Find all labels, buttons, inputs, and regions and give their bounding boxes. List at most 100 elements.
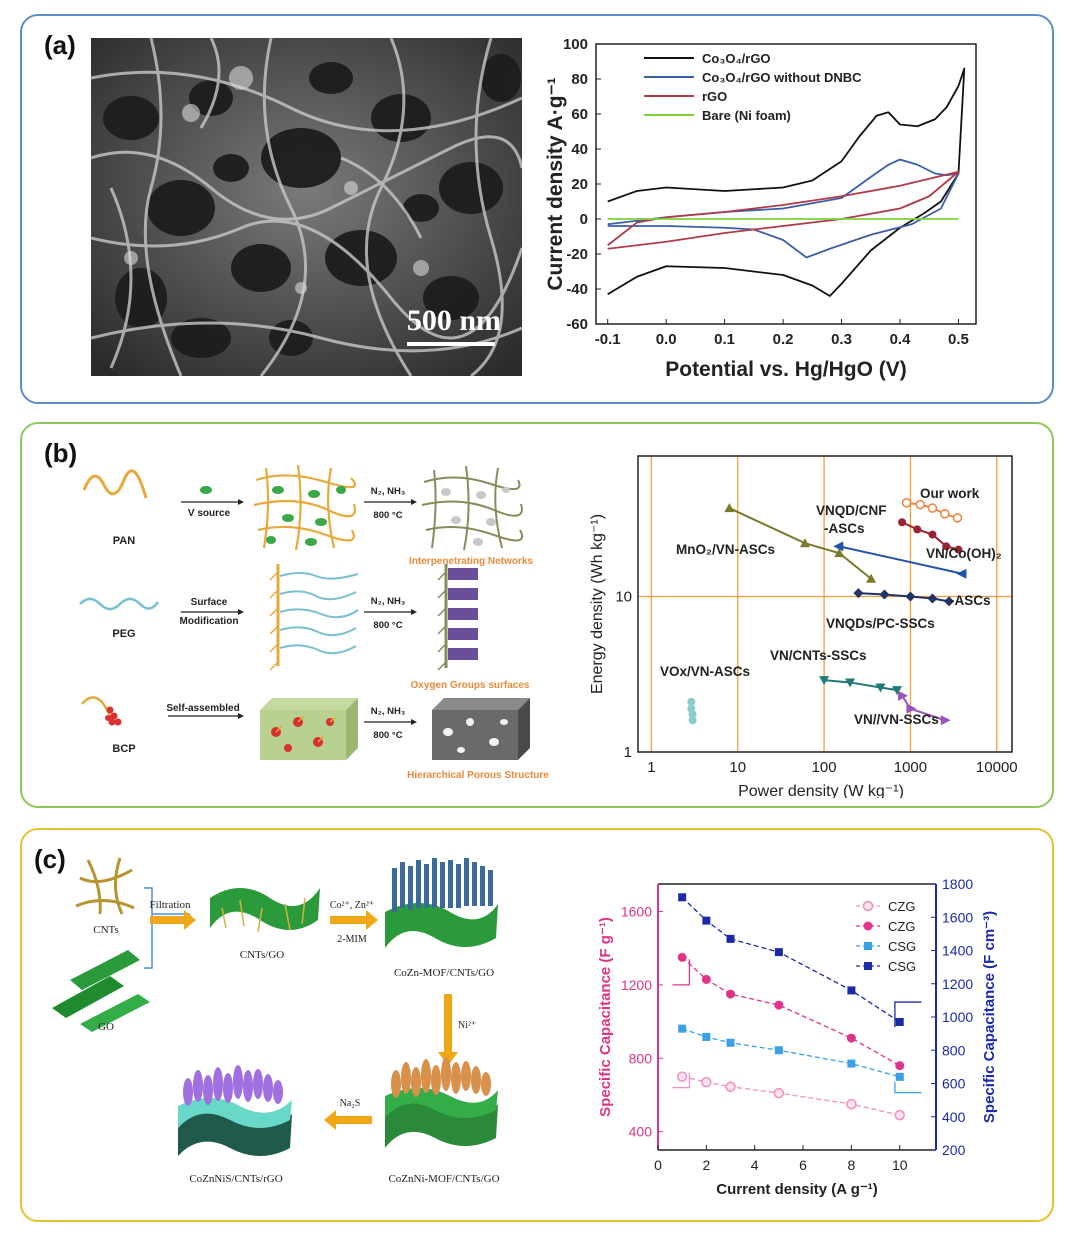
porous-cube xyxy=(432,698,530,760)
data-point xyxy=(701,1076,712,1088)
series-line xyxy=(682,1075,900,1116)
series-annotation: VN/Co(OH)₂ xyxy=(926,546,1002,561)
y-tick-label: 60 xyxy=(571,106,588,123)
data-point xyxy=(895,1061,905,1071)
series-line xyxy=(823,679,898,692)
data-point xyxy=(940,715,951,726)
data-point xyxy=(894,1109,905,1121)
arrow-2b-head xyxy=(411,609,417,615)
peg-label: PEG xyxy=(112,628,135,640)
x-axis-label: Potential vs. Hg/HgO (V) xyxy=(665,358,907,381)
panel-c-label: (c) xyxy=(34,844,66,874)
x-tick-label: 10 xyxy=(729,759,746,776)
v-source-label: V source xyxy=(188,508,231,519)
plot-frame xyxy=(595,43,977,325)
y-axis-label: Specific Capacitance (F g⁻¹) xyxy=(597,917,614,1117)
y2-axis-label: Specific Capacitance (F cm⁻³) xyxy=(981,911,998,1123)
data-point xyxy=(702,916,711,925)
sem-image: 500 nm xyxy=(91,38,522,376)
y-tick-label: 20 xyxy=(571,176,588,193)
coznni-mof-label: CoZnNi-MOF/CNTs/GO xyxy=(388,1173,499,1185)
arrow-2a-head xyxy=(238,609,244,615)
y2-tick-label: 1400 xyxy=(942,943,973,959)
pan-label: PAN xyxy=(113,535,135,547)
vn-particles xyxy=(441,487,510,546)
co-zn-label: Co²⁺, Zn²⁺ xyxy=(330,900,374,911)
arrow-1a-head xyxy=(238,499,244,505)
x-tick-label: 0.1 xyxy=(714,331,735,348)
data-point xyxy=(799,538,810,548)
data-point xyxy=(905,591,916,602)
x-tick-label: 1000 xyxy=(894,759,927,776)
ni-label: Ni²⁺ xyxy=(458,1020,476,1031)
surface-label: Surface xyxy=(191,597,228,608)
x-tick-label: 0.2 xyxy=(773,331,794,348)
data-point xyxy=(898,518,907,527)
ragone-chart: 1 10 100 1000 10000 1 10 Power density (W kg⁻¹)… xyxy=(589,455,1018,798)
data-point xyxy=(774,948,783,957)
series-line xyxy=(681,956,901,1067)
ni-arrow xyxy=(438,994,458,1066)
data-point xyxy=(879,589,890,600)
filtration-label: Filtration xyxy=(150,899,191,911)
x-tick-label: 100 xyxy=(812,759,837,776)
plot-frame-top xyxy=(637,455,1013,753)
data-point xyxy=(687,697,696,706)
data-point xyxy=(913,525,922,534)
legend-label: Co₃O₄/rGO without DNBC xyxy=(702,70,862,85)
x-tick-label: 0.4 xyxy=(890,331,912,348)
y2-tick-label: 400 xyxy=(942,1109,966,1125)
x-tick-label: 0.3 xyxy=(831,331,852,348)
x-tick-label: 8 xyxy=(847,1157,855,1173)
peg-chain xyxy=(79,597,160,611)
coznni-mof xyxy=(385,1057,498,1148)
vn-network xyxy=(421,465,524,551)
capacitance-chart: 0 2 4 6 8 10 400 800 1200 1600 200 400 600 800 1000 120… xyxy=(597,876,998,1198)
y-axis-label: Current density A·g⁻¹ xyxy=(544,77,567,290)
data-point xyxy=(726,989,736,999)
data-point xyxy=(676,1071,688,1082)
bcp-chain xyxy=(81,696,114,721)
data-point xyxy=(898,690,909,701)
data-point xyxy=(901,498,912,508)
v-source-dot xyxy=(200,486,212,494)
row1-temp: 800 °C xyxy=(373,510,402,521)
x-tick-label: 6 xyxy=(799,1157,807,1173)
right-pointer-arrow-2 xyxy=(894,1081,922,1094)
cv-curve xyxy=(607,67,966,297)
pan-network xyxy=(253,464,357,551)
legend-label: CZG xyxy=(888,899,915,914)
data-point xyxy=(927,503,938,513)
sem-scale-text: 500 nm xyxy=(407,304,501,337)
data-point xyxy=(875,683,886,693)
data-point xyxy=(895,1017,904,1026)
data-point xyxy=(725,1081,736,1092)
data-point xyxy=(956,568,967,579)
series-annotation: VNQD/CNF xyxy=(816,503,887,518)
right-pointer-arrow xyxy=(894,1001,922,1027)
data-point xyxy=(726,1038,735,1047)
panel-a-label: (a) xyxy=(44,30,76,60)
x-tick-label: 0.0 xyxy=(656,331,677,348)
y-tick-label: -20 xyxy=(566,246,588,263)
y-tick-label: 10 xyxy=(615,588,632,605)
data-point xyxy=(834,548,845,558)
self-assembled-label: Self-assembled xyxy=(166,703,239,714)
bracket xyxy=(144,887,153,969)
data-point xyxy=(895,1072,904,1081)
filtration-arrow xyxy=(150,910,196,930)
data-point xyxy=(847,1059,856,1068)
na2s-label: Na₂S xyxy=(340,1098,361,1109)
y2-tick-label: 1600 xyxy=(942,909,973,925)
data-point xyxy=(942,542,951,551)
row3-temp: 800 °C xyxy=(373,730,402,741)
pan-chain xyxy=(82,469,148,499)
panel-b xyxy=(20,422,1054,808)
oxygen-groups-label: Oxygen Groups surfaces xyxy=(411,680,530,691)
data-point xyxy=(864,942,872,950)
go-sheets xyxy=(52,950,150,1032)
data-point xyxy=(944,596,955,607)
row2-temp: 800 °C xyxy=(373,620,402,631)
data-point xyxy=(678,1024,687,1033)
x-tick-label: 0 xyxy=(654,1157,662,1173)
